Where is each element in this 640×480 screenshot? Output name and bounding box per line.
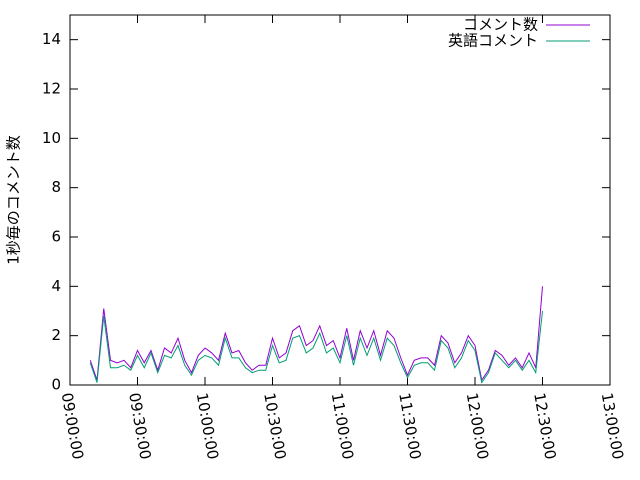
y-axis-label: 1秒毎のコメント数 [5, 135, 23, 265]
x-tick-label: 11:00:00 [328, 391, 357, 460]
y-tick-label: 8 [51, 178, 61, 196]
y-tick-label: 14 [42, 30, 61, 48]
y-tick-label: 10 [42, 129, 61, 147]
x-tick-label: 13:00:00 [598, 391, 627, 460]
x-tick-label: 12:30:00 [530, 391, 559, 460]
y-tick-label: 0 [51, 376, 61, 394]
y-tick-label: 2 [51, 326, 61, 344]
legend-label: 英語コメント [448, 32, 538, 50]
y-tick-label: 6 [51, 228, 61, 246]
x-tick-label: 09:30:00 [125, 391, 154, 460]
y-tick-label: 12 [42, 80, 61, 98]
x-tick-label: 10:30:00 [260, 391, 289, 460]
x-tick-label: 12:00:00 [463, 391, 492, 460]
x-tick-label: 10:00:00 [193, 391, 222, 460]
series-line [89, 310, 543, 384]
series-line [89, 286, 543, 382]
x-tick-label: 09:00:00 [58, 391, 87, 460]
x-tick-label: 11:30:00 [395, 391, 424, 460]
plot-frame [69, 14, 611, 386]
y-tick-label: 4 [51, 277, 61, 295]
legend-label: コメント数 [463, 16, 538, 34]
